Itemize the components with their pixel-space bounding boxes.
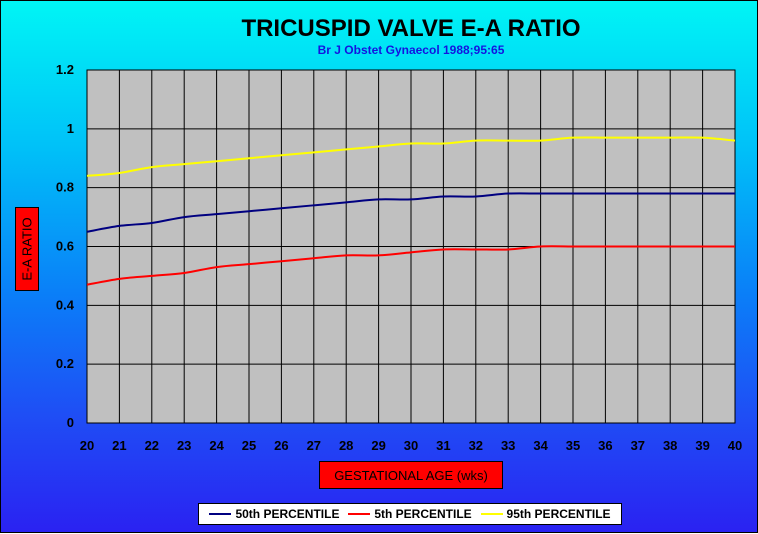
legend-label-50th: 50th PERCENTILE (235, 507, 340, 521)
legend-item-5th: 5th PERCENTILE (348, 507, 472, 521)
x-tick-label: 31 (436, 438, 450, 453)
y-axis-label-box: E-A RATIO (15, 207, 39, 291)
x-tick-label: 34 (533, 438, 548, 453)
series-line-95th (86, 136, 736, 177)
x-tick-label: 36 (598, 438, 612, 453)
x-tick-label: 39 (695, 438, 709, 453)
legend-swatch-50th (209, 513, 232, 515)
x-tick-label: 35 (566, 438, 580, 453)
y-tick-label: 0.4 (56, 297, 75, 312)
y-tick-label: 0.2 (56, 356, 74, 371)
x-tick-label: 24 (209, 438, 224, 453)
legend-label-5th: 5th PERCENTILE (374, 507, 472, 521)
chart-title: TRICUSPID VALVE E-A RATIO (241, 15, 581, 42)
legend-item-95th: 95th PERCENTILE (480, 507, 611, 521)
x-tick-label: 25 (242, 438, 256, 453)
legend-swatch-5th (348, 513, 371, 515)
y-axis-label: E-A RATIO (19, 217, 35, 281)
y-tick-label: 0 (67, 415, 74, 430)
x-tick-label: 27 (307, 438, 321, 453)
y-tick-label: 1 (67, 121, 74, 136)
y-tick-label: 1.2 (56, 62, 74, 77)
x-tick-label: 33 (501, 438, 515, 453)
chart-legend: 50th PERCENTILE 5th PERCENTILE 95th PERC… (198, 503, 622, 525)
chart-subtitle: Br J Obstet Gynaecol 1988;95:65 (317, 43, 505, 57)
x-tick-label: 26 (274, 438, 288, 453)
y-tick-label: 0.6 (56, 239, 74, 254)
x-tick-label: 32 (469, 438, 483, 453)
x-tick-label: 20 (80, 438, 94, 453)
series-line-5th (86, 245, 735, 286)
x-tick-label: 30 (404, 438, 418, 453)
x-tick-label: 37 (631, 438, 645, 453)
x-tick-label: 23 (177, 438, 191, 453)
x-axis-label: GESTATIONAL AGE (wks) (319, 461, 503, 489)
series-line-50th (86, 192, 735, 233)
y-tick-label: 0.8 (56, 180, 74, 195)
legend-item-50th: 50th PERCENTILE (209, 507, 339, 521)
x-tick-label: 21 (112, 438, 126, 453)
x-tick-label: 38 (663, 438, 677, 453)
x-tick-label: 29 (371, 438, 385, 453)
x-tick-label: 28 (339, 438, 353, 453)
x-tick-label: 22 (145, 438, 159, 453)
legend-swatch-95th (480, 513, 503, 515)
x-tick-label: 40 (728, 438, 742, 453)
legend-label-95th: 95th PERCENTILE (506, 507, 611, 521)
